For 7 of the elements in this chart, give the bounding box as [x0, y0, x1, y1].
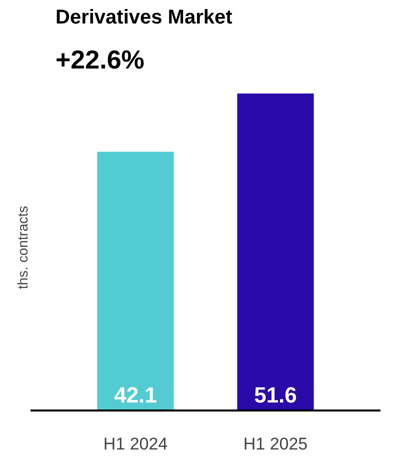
chart-subtitle: +22.6% — [56, 44, 144, 74]
y-axis-title: ths. contracts — [14, 206, 30, 290]
data-label: 42.1 — [114, 382, 157, 408]
chart-title: Derivatives Market — [56, 6, 233, 28]
data-label: 51.6 — [254, 382, 297, 408]
x-tick-label: H1 2024 — [103, 434, 168, 454]
x-tick-label: H1 2025 — [243, 434, 308, 454]
